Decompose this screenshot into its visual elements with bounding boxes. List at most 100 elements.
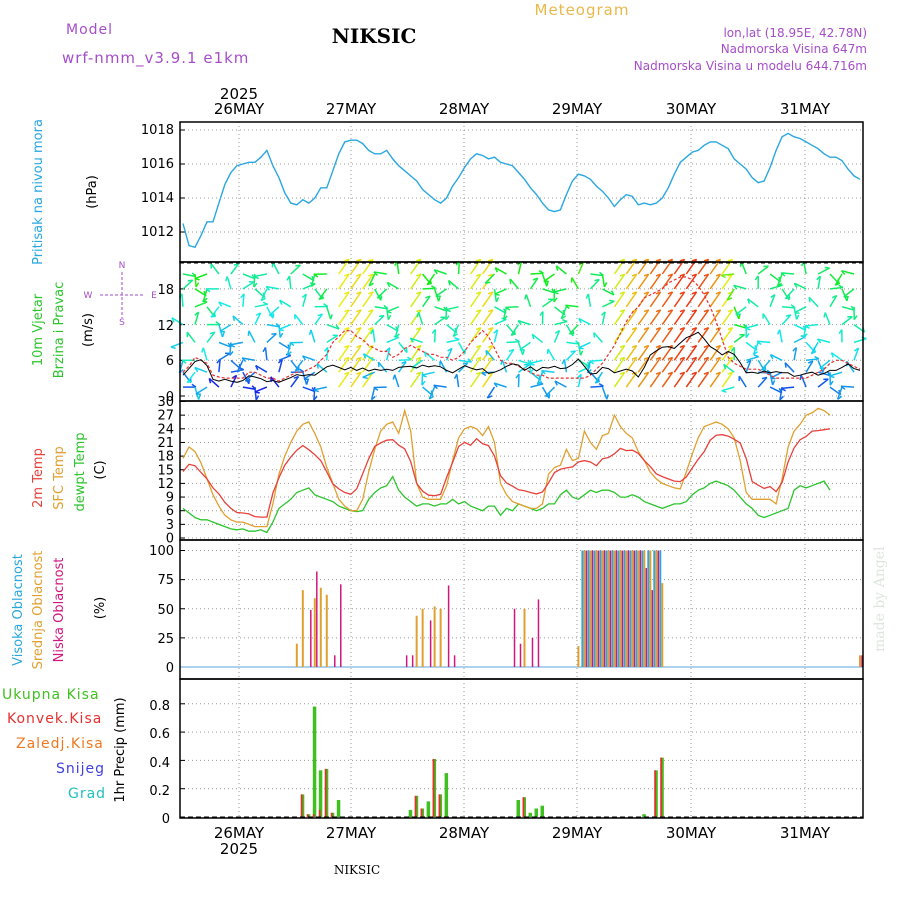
wind-barb — [434, 306, 448, 312]
temp-ytick: 6 — [166, 504, 174, 519]
wind-barb — [236, 359, 244, 373]
bottom-date-label: 26MAY — [214, 824, 265, 842]
wind-barb-head — [409, 337, 414, 343]
wind-barb-head — [416, 344, 422, 349]
wind-barb — [266, 333, 277, 343]
temp-ytick: 9 — [166, 491, 174, 506]
wind-barb-head — [344, 356, 350, 360]
wind-barb — [778, 329, 783, 343]
wind-barb — [769, 284, 783, 290]
wind-barb-head — [344, 326, 350, 331]
wind-barb — [242, 273, 256, 280]
wind-ytick: 18 — [157, 283, 174, 298]
wind-barb-head — [454, 336, 460, 341]
model-elevation-text: Nadmorska Visina u modelu 644.716m — [634, 59, 867, 73]
cloud-ytick: 25 — [157, 632, 174, 647]
wind-barb — [817, 267, 830, 275]
temp-ytick: 24 — [157, 422, 174, 437]
wind-barb — [578, 317, 591, 326]
temp-ytick: 15 — [157, 463, 174, 478]
wind-barb-head — [536, 380, 543, 385]
wind-barb-head — [356, 371, 362, 375]
wind-barb — [310, 273, 316, 287]
wind-barb-head — [362, 353, 367, 359]
wind-barb-head — [780, 272, 786, 277]
wind-barb — [733, 306, 740, 320]
wind-barb-head — [487, 291, 494, 295]
wind-barb-head — [356, 309, 362, 313]
legend-total-rain: Ukupna Kisa — [2, 687, 100, 703]
wind-barb — [613, 371, 626, 388]
wind-barb — [374, 288, 382, 301]
wind-ytick: 12 — [157, 319, 174, 334]
wind-barb — [502, 306, 508, 320]
wind-barb-head — [293, 375, 299, 379]
legend-hail: Grad — [68, 786, 106, 802]
wind-barb-head — [679, 291, 685, 295]
wind-barb — [544, 386, 556, 397]
lonlat-text: lon,lat (18.95E, 42.78N) — [723, 26, 867, 40]
wind-barb-head — [747, 298, 751, 304]
wind-barb-head — [287, 351, 292, 356]
wind-barb — [625, 273, 638, 290]
wind-barb — [424, 351, 436, 361]
legend-snow: Snijeg — [56, 761, 105, 777]
wind-barb-head — [225, 276, 229, 282]
conv-precip-bar — [660, 757, 663, 817]
wind-barb-head — [598, 382, 604, 387]
wind-barb-head — [277, 359, 283, 364]
wind-barb — [386, 323, 399, 332]
wind-barb-head — [610, 290, 615, 296]
wind-barb-head — [780, 387, 786, 392]
wind-barb-head — [727, 371, 733, 375]
wind-barb-head — [209, 331, 216, 335]
wind-barb — [410, 371, 422, 388]
wind-barb-head — [576, 373, 582, 379]
wind-barb-head — [667, 258, 673, 262]
wind-barb-head — [356, 326, 362, 331]
wind-barb — [542, 288, 556, 294]
wind-barb — [649, 291, 662, 308]
wind-barb — [661, 371, 674, 388]
bottom-date-label: 27MAY — [326, 824, 377, 842]
wind-barb-head — [344, 344, 350, 349]
wind-barb-head — [356, 356, 362, 360]
wind-barb — [733, 334, 746, 343]
wind-barb — [206, 331, 216, 343]
wind-barb — [517, 374, 520, 388]
wind-barb — [721, 273, 735, 276]
wind-barb — [456, 374, 460, 388]
wind-barb-head — [655, 356, 661, 360]
wind-barb — [493, 382, 507, 388]
wind-barb — [800, 374, 807, 388]
wind-barb — [543, 273, 555, 283]
wind-barb-head — [756, 340, 762, 346]
wind-barb — [266, 323, 280, 328]
wind-barb-head — [416, 371, 422, 375]
top-date-label: 28MAY — [439, 100, 490, 118]
wind-barb — [805, 360, 814, 373]
wind-barb-head — [715, 344, 721, 349]
wind-barb-head — [318, 296, 325, 301]
wind-barb-head — [510, 332, 517, 337]
wind-barb-head — [313, 273, 319, 278]
wind-barb — [302, 273, 315, 282]
wind-barb — [338, 345, 350, 361]
precip-legend: Ukupna Kisa Konvek.Kisa Zaledj.Kisa Snij… — [2, 687, 106, 802]
wind-barb-head — [494, 293, 500, 296]
pressure-line — [182, 132, 861, 249]
wind-barb-head — [715, 273, 721, 277]
wind-barb — [362, 309, 374, 326]
wind-barb-head — [720, 274, 726, 279]
wind-barb — [486, 386, 496, 399]
wind-barb-head — [541, 370, 546, 375]
wind-barb-head — [679, 273, 685, 277]
wind-barb — [372, 329, 376, 343]
wind-barb-head — [679, 356, 685, 360]
wind-barb — [840, 385, 855, 388]
wind-barb-head — [475, 356, 482, 360]
wind-barb — [194, 288, 207, 297]
temp-ylabel: 2m Temp — [31, 448, 46, 508]
wind-barb-head — [368, 273, 374, 277]
wind-barb-head — [593, 332, 596, 338]
